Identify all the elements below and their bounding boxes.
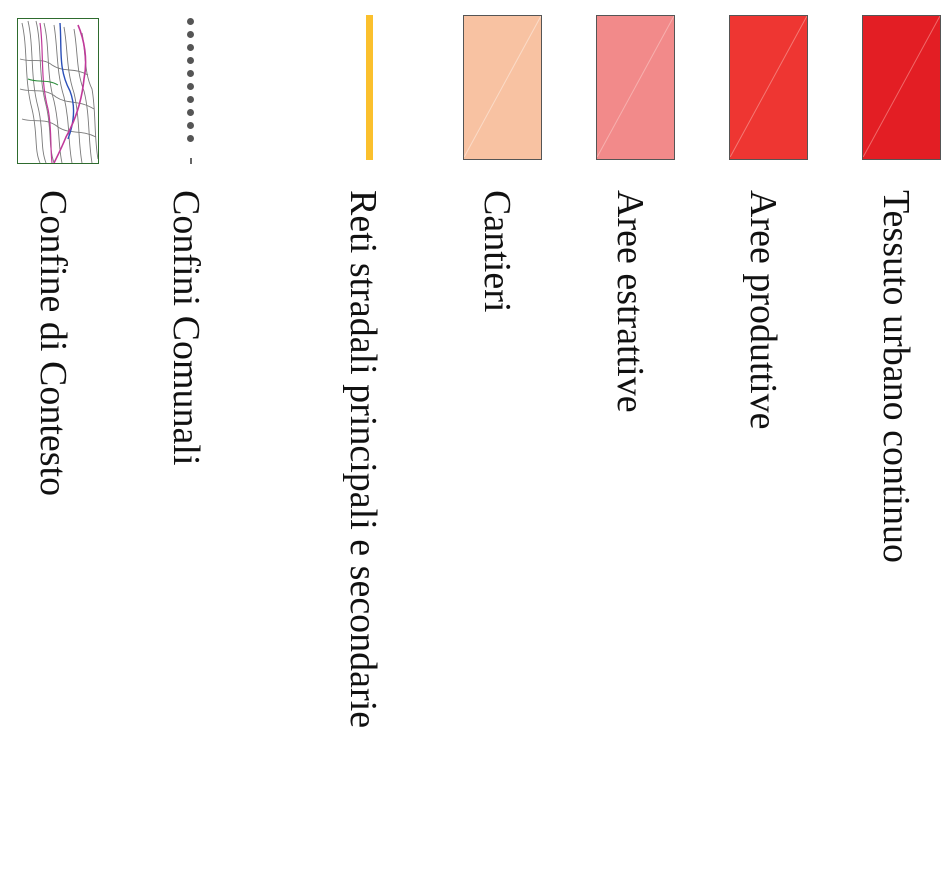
legend-label-aree-estrattive: Aree estrattive [609,190,651,413]
swatch-tessuto-urbano-continuo [862,15,941,160]
legend-label-tessuto-urbano-continuo: Tessuto urbano continuo [875,190,917,564]
swatch-aree-estrattive [596,15,675,160]
legend-label-aree-produttive: Aree produttive [742,190,784,430]
legend-label-confini-comunali: Confini Comunali [165,190,207,466]
road-line-swatch [366,15,373,160]
legend-label-confine-di-contesto: Confine di Contesto [32,190,74,497]
context-map-thumbnail-icon [17,18,99,164]
legend-label-reti-stradali: Reti stradali principali e secondarie [342,190,384,729]
legend-label-cantieri: Cantieri [476,190,518,313]
swatch-aree-produttive [729,15,808,160]
dotted-boundary-swatch [186,18,196,166]
swatch-cantieri [463,15,542,160]
